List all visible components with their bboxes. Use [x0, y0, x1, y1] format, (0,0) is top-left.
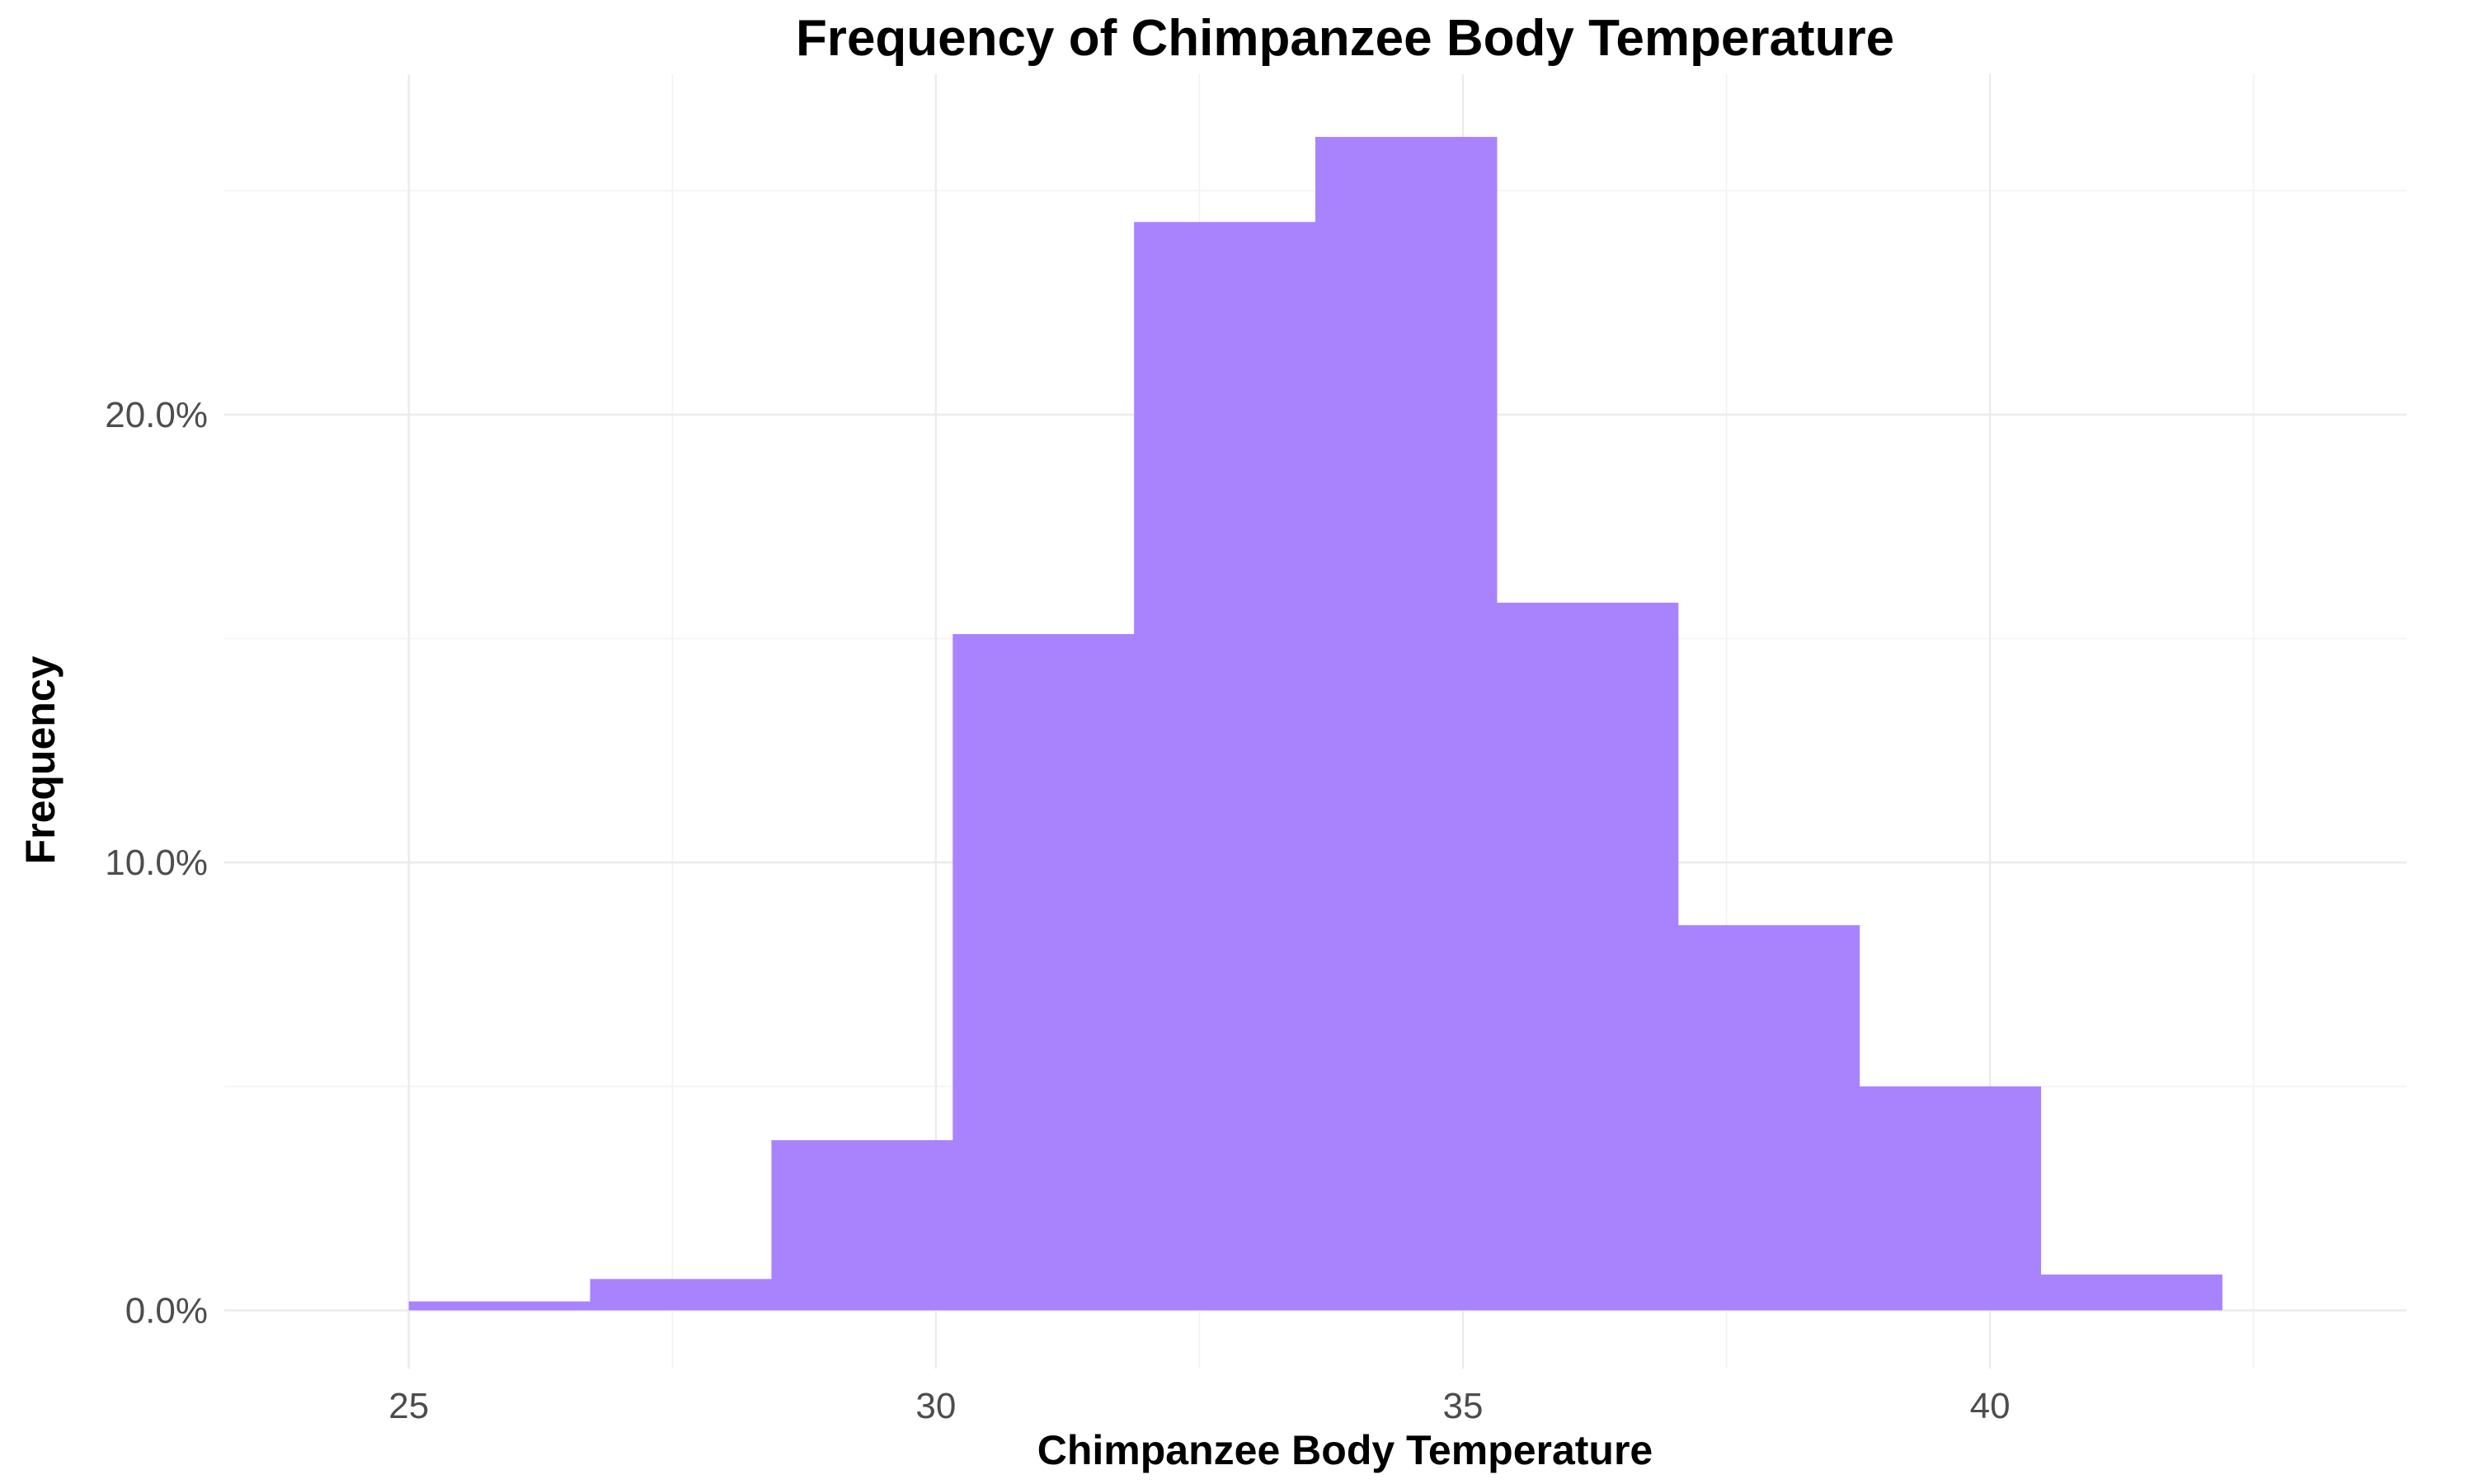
x-tick-label-3: 40 [1970, 1386, 2011, 1426]
x-tick-label-2: 35 [1442, 1386, 1483, 1426]
histogram-bar-3 [952, 634, 1135, 1311]
histogram-bar-9 [2040, 1274, 2222, 1311]
histogram-bar-5 [1315, 137, 1498, 1311]
y-tick-label-1: 10.0% [105, 843, 208, 883]
chart-title: Frequency of Chimpanzee Body Temperature [796, 10, 1894, 67]
histogram-bar-1 [590, 1279, 773, 1311]
histogram-bar-6 [1496, 603, 1679, 1311]
histogram-bar-0 [408, 1301, 591, 1311]
x-axis-title: Chimpanzee Body Temperature [1037, 1427, 1653, 1473]
y-axis-ticks: 0.0% 10.0% 20.0% [105, 395, 208, 1331]
histogram-bar-7 [1677, 925, 1860, 1311]
y-axis-title: Frequency [17, 655, 63, 864]
x-tick-label-0: 25 [388, 1386, 429, 1426]
y-tick-label-0: 0.0% [125, 1290, 208, 1331]
y-tick-label-2: 20.0% [105, 395, 208, 435]
histogram-bar-2 [771, 1139, 953, 1311]
histogram-bar-4 [1134, 222, 1316, 1311]
histogram-bars [408, 137, 2222, 1311]
histogram-bar-8 [1859, 1086, 2042, 1311]
x-axis-ticks: 25 30 35 40 [388, 1386, 2010, 1426]
x-tick-label-1: 30 [915, 1386, 956, 1426]
